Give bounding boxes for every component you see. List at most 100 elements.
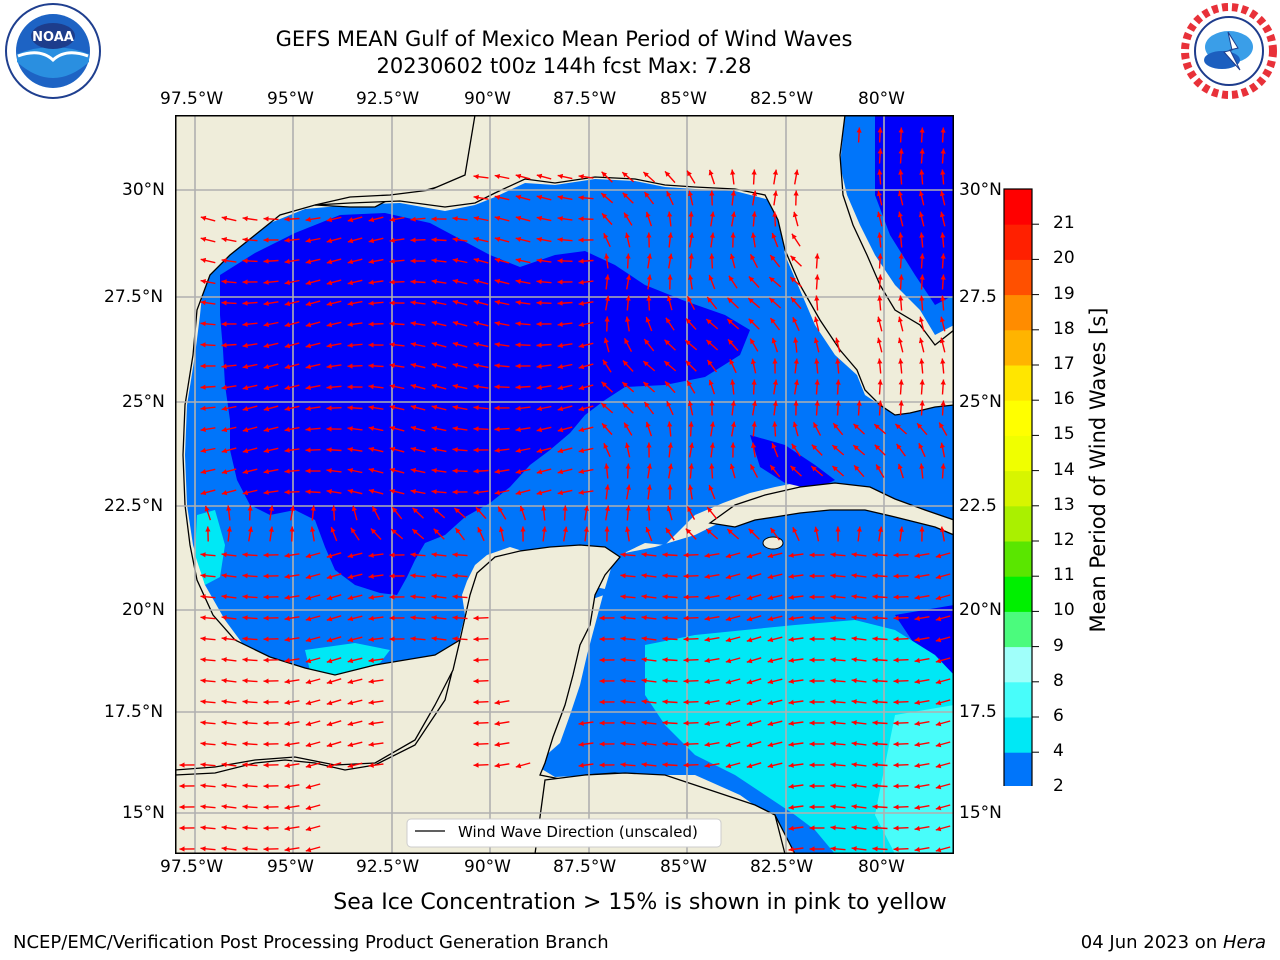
wind-arrow-head bbox=[603, 443, 609, 449]
wind-arrow-head bbox=[326, 700, 333, 706]
wind-arrow-head bbox=[200, 300, 206, 306]
lon-tick-top: 82.5°W bbox=[750, 89, 814, 109]
wind-arrow-head bbox=[410, 446, 417, 452]
wind-arrow-head bbox=[662, 594, 668, 600]
wind-arrow-head bbox=[515, 300, 521, 306]
wind-arrow-head bbox=[687, 296, 693, 302]
wind-arrow-head bbox=[494, 699, 500, 705]
wind-arrow-head bbox=[667, 463, 673, 469]
wind-arrow-head bbox=[625, 484, 631, 490]
wind-arrow-head bbox=[851, 699, 857, 705]
wind-arrow-head bbox=[305, 237, 312, 243]
wind-arrow-head bbox=[751, 400, 757, 406]
wind-arrow-head bbox=[685, 528, 692, 534]
wind-arrow-head bbox=[242, 427, 249, 433]
wind-arrow-head bbox=[898, 274, 904, 280]
wind-arrow-head bbox=[872, 741, 878, 747]
colorbar-segment bbox=[1004, 435, 1032, 472]
wind-arrow-head bbox=[622, 402, 629, 409]
wind-arrow-head bbox=[914, 573, 920, 579]
wind-arrow-head bbox=[704, 741, 710, 747]
wind-arrow-head bbox=[515, 763, 522, 769]
wind-arrow-head bbox=[289, 526, 295, 532]
wind-arrow-head bbox=[791, 233, 797, 240]
wind-arrow-head bbox=[221, 657, 227, 663]
wind-arrow-head bbox=[242, 300, 248, 306]
wind-arrow-head bbox=[305, 595, 312, 601]
wind-arrow-head bbox=[685, 340, 691, 346]
wind-arrow-head bbox=[599, 720, 605, 726]
lon-tick-bottom: 92.5°W bbox=[356, 857, 420, 877]
wind-arrow-head bbox=[226, 526, 232, 532]
wind-arrow-head bbox=[520, 526, 526, 532]
colorbar-segment bbox=[1004, 681, 1032, 718]
wind-arrow-head bbox=[872, 720, 878, 726]
wind-arrow-head bbox=[242, 279, 248, 285]
wind-arrow-head bbox=[750, 464, 756, 470]
wind-arrow-head bbox=[767, 574, 774, 580]
wind-arrow-head bbox=[935, 595, 942, 601]
wind-arrow-head bbox=[688, 211, 694, 217]
wind-arrow-head bbox=[473, 426, 479, 432]
wind-arrow-head bbox=[221, 237, 227, 243]
wind-arrow-head bbox=[368, 321, 374, 327]
wind-arrow-head bbox=[431, 594, 437, 600]
wind-arrow-head bbox=[707, 360, 713, 366]
wind-arrow-head bbox=[599, 741, 605, 747]
wind-arrow-head bbox=[832, 445, 838, 451]
wind-arrow-head bbox=[767, 763, 774, 769]
wind-arrow-head bbox=[473, 384, 479, 390]
wind-arrow-head bbox=[433, 528, 440, 535]
wind-arrow-head bbox=[751, 190, 757, 196]
wind-arrow-head bbox=[751, 442, 757, 448]
wind-arrow-head bbox=[347, 217, 354, 223]
wind-arrow-head bbox=[788, 615, 794, 621]
wind-arrow-head bbox=[644, 192, 650, 198]
wind-arrow-head bbox=[284, 279, 291, 285]
colorbar-label: 19 bbox=[1053, 283, 1075, 304]
wind-arrow-head bbox=[431, 320, 438, 326]
wind-arrow-head bbox=[706, 529, 712, 535]
wind-arrow-head bbox=[725, 553, 732, 559]
wind-arrow-head bbox=[872, 825, 878, 831]
wind-arrow-head bbox=[284, 447, 290, 453]
wind-arrow-head bbox=[645, 211, 651, 218]
wind-arrow-head bbox=[750, 358, 756, 365]
wind-arrow-head bbox=[305, 637, 312, 643]
wind-arrow-head bbox=[536, 215, 543, 221]
wind-arrow-head bbox=[876, 337, 882, 344]
wind-arrow-head bbox=[583, 526, 589, 532]
wind-arrow-head bbox=[515, 448, 522, 453]
lat-tick-right: 25°N bbox=[959, 392, 1002, 412]
lon-tick-top: 90°W bbox=[464, 89, 511, 109]
wind-arrow-head bbox=[940, 169, 946, 175]
wind-arrow-head bbox=[200, 342, 206, 348]
wind-arrow-head bbox=[326, 238, 333, 244]
wind-arrow-head bbox=[242, 237, 248, 243]
wind-arrow-head bbox=[897, 463, 903, 470]
colorbar-segments bbox=[1003, 188, 1039, 786]
wind-arrow-head bbox=[935, 805, 942, 811]
wind-arrow-head bbox=[707, 297, 713, 303]
wind-arrow-head bbox=[602, 359, 608, 366]
wind-arrow-head bbox=[730, 211, 736, 217]
wind-arrow-head bbox=[452, 405, 458, 411]
wind-arrow-head bbox=[200, 405, 206, 411]
wind-arrow-head bbox=[410, 615, 416, 621]
wind-arrow-head bbox=[431, 615, 437, 621]
lon-tick-top: 85°W bbox=[660, 89, 707, 109]
wind-arrow-head bbox=[897, 211, 903, 218]
wind-arrow-head bbox=[347, 574, 354, 580]
lon-tick-top: 87.5°W bbox=[553, 89, 617, 109]
wind-arrow-head bbox=[940, 400, 946, 406]
wind-arrow-head bbox=[939, 211, 945, 218]
wind-arrow-head bbox=[708, 379, 714, 386]
wind-arrow-head bbox=[431, 258, 437, 264]
wind-arrow-head bbox=[205, 526, 211, 532]
lon-tick-top: 97.5°W bbox=[160, 89, 224, 109]
wind-wave-arrows bbox=[179, 127, 951, 853]
wind-arrow-head bbox=[473, 468, 479, 474]
wind-arrow-head bbox=[746, 637, 753, 643]
cuba-land bbox=[708, 482, 954, 536]
wind-arrow-head bbox=[305, 847, 312, 853]
